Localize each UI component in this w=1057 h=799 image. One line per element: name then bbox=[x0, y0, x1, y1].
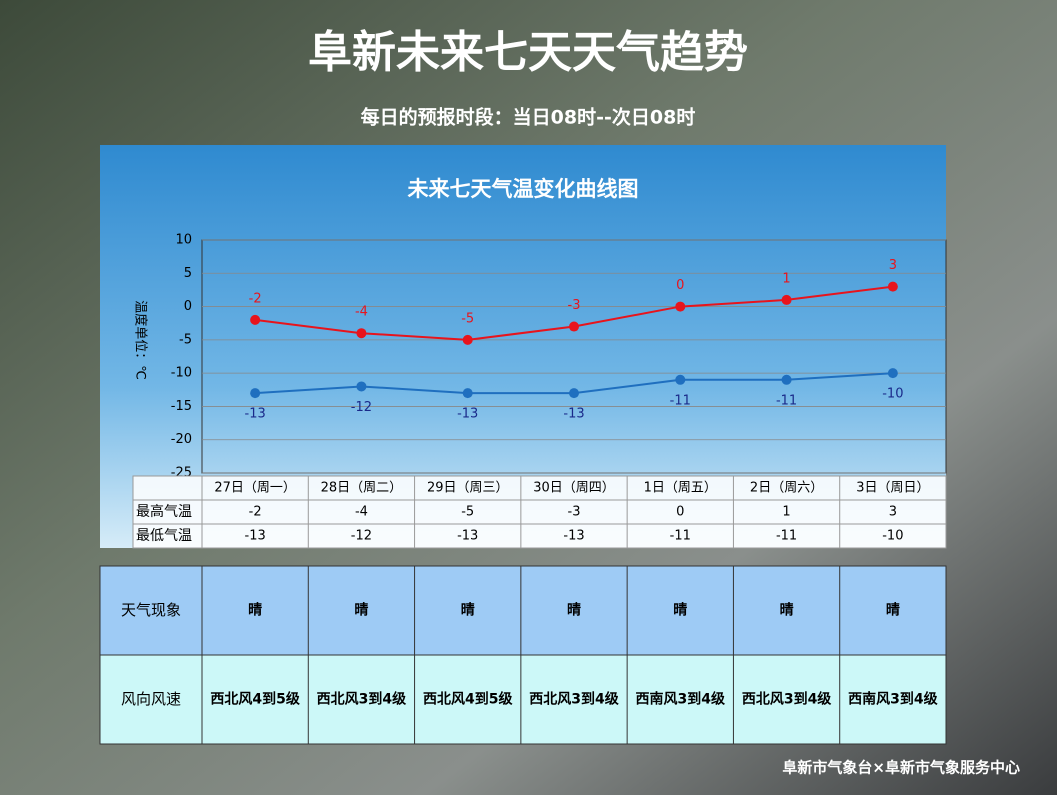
data-label: -10 bbox=[882, 387, 903, 402]
point bbox=[462, 388, 473, 399]
table-cell: 晴 bbox=[567, 602, 581, 619]
table-cell: 晴 bbox=[780, 602, 794, 619]
data-table bbox=[132, 475, 947, 549]
table-cell: 西南风3到4级 bbox=[636, 691, 726, 708]
table-cell: 西北风4到5级 bbox=[423, 691, 513, 708]
point bbox=[250, 314, 261, 325]
y-tick-label: -15 bbox=[171, 399, 192, 414]
y-tick-label: -10 bbox=[171, 366, 192, 381]
table-value: -10 bbox=[882, 529, 903, 544]
x-tick-label: 28日（周二） bbox=[321, 481, 403, 496]
table-cell: 晴 bbox=[248, 602, 262, 619]
point bbox=[569, 388, 579, 399]
table-value: -5 bbox=[461, 505, 474, 520]
point bbox=[781, 294, 792, 305]
data-label: -13 bbox=[457, 407, 478, 422]
table-row bbox=[99, 654, 947, 745]
point bbox=[675, 374, 686, 385]
table-cell: 晴 bbox=[886, 602, 900, 619]
table-cell: 西北风3到4级 bbox=[529, 691, 619, 708]
y-tick-label: 10 bbox=[175, 233, 192, 248]
table-value: 1 bbox=[782, 505, 790, 520]
y-axis-label: 温度单位：℃ bbox=[133, 300, 149, 380]
data-label: -11 bbox=[776, 393, 797, 408]
table-cell: 西北风3到4级 bbox=[317, 691, 407, 708]
table-row bbox=[99, 565, 947, 656]
table-value: 0 bbox=[676, 505, 684, 520]
table-cell: 西北风3到4级 bbox=[742, 691, 832, 708]
data-label: -12 bbox=[351, 400, 372, 415]
table-value: -13 bbox=[457, 529, 478, 544]
y-tick-label: -20 bbox=[171, 432, 192, 447]
y-tick-label: 5 bbox=[184, 266, 192, 281]
x-tick-label: 30日（周四） bbox=[533, 481, 615, 496]
x-tick-label: 29日（周三） bbox=[427, 481, 509, 496]
data-label: -13 bbox=[563, 407, 584, 422]
data-label: -3 bbox=[568, 298, 581, 313]
data-label: -2 bbox=[249, 291, 262, 306]
point bbox=[462, 334, 473, 345]
table-cell: 晴 bbox=[354, 602, 368, 619]
table-value: -13 bbox=[563, 529, 584, 544]
table-row-label: 最低气温 bbox=[136, 528, 192, 544]
point bbox=[356, 328, 367, 339]
data-label: -11 bbox=[670, 393, 691, 408]
table-cell: 西北风4到5级 bbox=[210, 691, 300, 708]
table-cell: 晴 bbox=[673, 602, 687, 619]
data-label: 0 bbox=[676, 278, 684, 293]
data-label: -4 bbox=[355, 305, 368, 320]
table-row-label: 最高气温 bbox=[136, 503, 192, 520]
point bbox=[887, 368, 898, 379]
table-value: -13 bbox=[245, 529, 266, 544]
table-value: -3 bbox=[568, 505, 581, 520]
point bbox=[781, 374, 792, 385]
table-cell: 晴 bbox=[461, 602, 475, 619]
row-label: 天气现象 bbox=[121, 601, 181, 619]
point bbox=[250, 388, 261, 399]
data-label: -5 bbox=[461, 311, 474, 326]
x-tick-label: 3日（周日） bbox=[856, 481, 929, 496]
data-label: -13 bbox=[245, 407, 266, 422]
chart-title: 未来七天气温变化曲线图 bbox=[408, 177, 639, 201]
table-value: -2 bbox=[249, 505, 262, 520]
table-cell: 西南风3到4级 bbox=[848, 691, 938, 708]
page-subtitle: 每日的预报时段：当日08时--次日08时 bbox=[361, 106, 696, 129]
y-tick-label: -5 bbox=[179, 332, 192, 347]
point bbox=[569, 321, 579, 332]
table-value: -11 bbox=[670, 529, 691, 544]
data-label: 3 bbox=[889, 258, 897, 273]
page-title: 阜新未来七天天气趋势 bbox=[308, 27, 748, 78]
footer: 阜新市气象台×阜新市气象服务中心 bbox=[782, 759, 1020, 777]
point bbox=[356, 381, 367, 392]
table-value: -4 bbox=[355, 505, 368, 520]
x-tick-label: 27日（周一） bbox=[214, 481, 296, 496]
x-tick-label: 1日（周五） bbox=[644, 481, 717, 496]
table-value: -12 bbox=[351, 529, 372, 544]
point bbox=[887, 281, 898, 292]
table-value: -11 bbox=[776, 529, 797, 544]
row-label: 风向风速 bbox=[121, 690, 181, 708]
point bbox=[675, 301, 686, 312]
table-value: 3 bbox=[889, 505, 897, 520]
x-tick-label: 2日（周六） bbox=[750, 481, 823, 496]
y-tick-label: 0 bbox=[184, 299, 192, 314]
data-label: 1 bbox=[782, 271, 790, 286]
